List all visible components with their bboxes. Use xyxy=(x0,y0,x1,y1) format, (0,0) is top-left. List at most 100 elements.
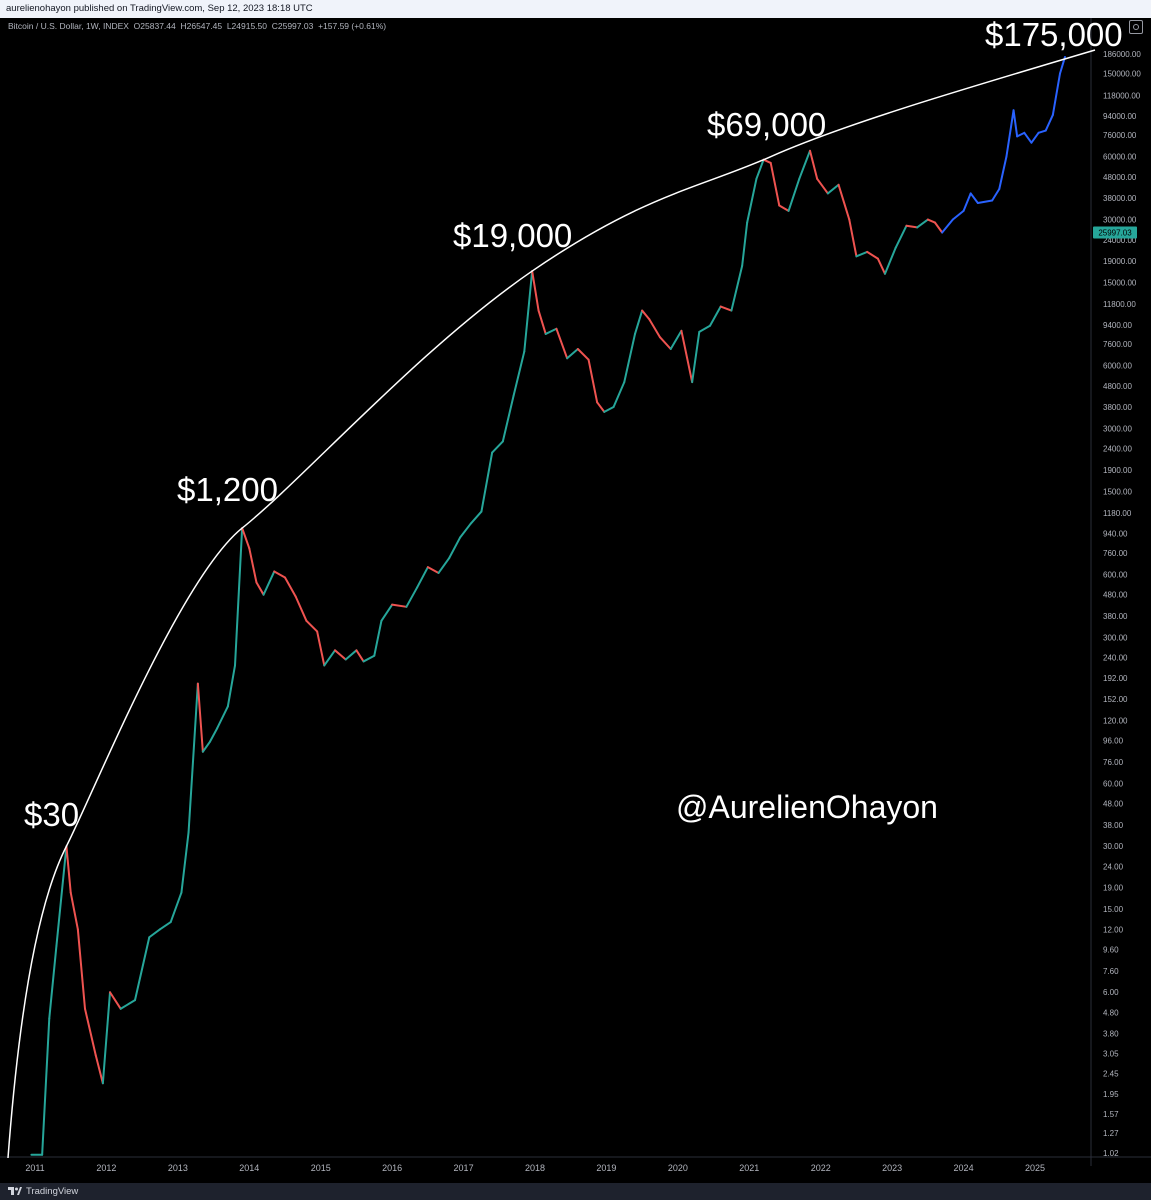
projection-segment xyxy=(969,192,979,204)
price-segment xyxy=(741,221,749,267)
price-segment xyxy=(523,270,534,353)
time-axis-tick-label: 2023 xyxy=(882,1163,902,1173)
price-axis-tick-label: 152.00 xyxy=(1103,695,1128,704)
time-axis-tick-label: 2022 xyxy=(811,1163,831,1173)
price-axis-tick-label: 48000.00 xyxy=(1103,173,1137,182)
price-segment xyxy=(603,405,615,413)
price-axis: 186000.00 150000.00 118000.00 94000.00 76000… xyxy=(1103,50,1141,1158)
price-axis-tick-label: 1180.00 xyxy=(1103,509,1132,518)
price-axis-tick-label: 2.45 xyxy=(1103,1070,1119,1079)
price-segment xyxy=(169,891,183,924)
price-segment xyxy=(234,527,244,667)
open-value: 25837.44 xyxy=(140,21,176,31)
time-axis-tick-label: 2018 xyxy=(525,1163,545,1173)
projection-segment xyxy=(941,218,954,234)
price-segment xyxy=(809,149,819,180)
price-segment xyxy=(109,991,122,1010)
price-segment xyxy=(762,158,772,164)
price-segment xyxy=(65,845,72,894)
price-segment xyxy=(926,218,936,224)
watermark-handle: @AurelienOhayon xyxy=(676,789,938,825)
chart-settings-button[interactable] xyxy=(1129,20,1143,34)
projection-segment xyxy=(998,155,1008,191)
price-segment xyxy=(884,246,897,275)
annotation-1200: $1,200 xyxy=(177,471,278,508)
price-axis-tick-label: 9.60 xyxy=(1103,946,1119,955)
price-segment xyxy=(698,324,711,333)
projection-segment xyxy=(951,209,965,221)
price-segment xyxy=(196,682,204,753)
price-axis-tick-label: 60000.00 xyxy=(1103,153,1137,162)
chart-area[interactable]: 186000.00 150000.00 118000.00 94000.00 76000… xyxy=(0,18,1151,1183)
price-segment xyxy=(148,928,161,939)
projection-segment xyxy=(1044,113,1054,132)
price-segment xyxy=(669,329,683,351)
annotation-30: $30 xyxy=(24,796,79,833)
price-segment xyxy=(826,183,840,195)
price-segment xyxy=(905,224,919,229)
price-segment xyxy=(448,536,461,559)
price-axis-tick-label: 76.00 xyxy=(1103,758,1124,767)
price-segment xyxy=(209,727,219,743)
price-axis-tick-label: 1.02 xyxy=(1103,1149,1119,1158)
price-segment xyxy=(134,936,151,1002)
projection-segment xyxy=(962,192,972,212)
price-axis-tick-label: 1.57 xyxy=(1103,1110,1119,1119)
price-axis-tick-label: 15.00 xyxy=(1103,905,1124,914)
price-segment xyxy=(934,221,944,234)
price-axis-tick-label: 3.80 xyxy=(1103,1030,1119,1039)
price-segment xyxy=(323,649,336,667)
price-segment xyxy=(634,309,644,335)
price-axis-tick-label: 3.05 xyxy=(1103,1050,1119,1059)
price-axis-tick-label: 11800.00 xyxy=(1103,300,1136,309)
price-segment xyxy=(76,928,86,1010)
price-axis-tick-label: 240.00 xyxy=(1103,654,1128,663)
price-segment xyxy=(555,327,569,360)
price-segment xyxy=(94,1054,104,1085)
price-axis-tick-label: 1.27 xyxy=(1103,1129,1119,1138)
price-segment xyxy=(576,348,590,361)
close-value: 25997.03 xyxy=(277,21,314,31)
price-segment xyxy=(537,309,547,335)
projection-segment xyxy=(1023,131,1033,144)
price-axis-tick-label: 1.95 xyxy=(1103,1090,1119,1099)
open-label: O xyxy=(133,21,141,31)
projection-price-line xyxy=(941,55,1066,234)
price-segment xyxy=(355,649,365,663)
price-segment xyxy=(778,204,790,212)
price-axis-tick-label: 2400.00 xyxy=(1103,445,1132,454)
high-value: 26547.45 xyxy=(186,21,223,31)
symbol-legend: Bitcoin / U.S. Dollar, 1W, INDEX O25837.… xyxy=(8,21,386,31)
last-price-tag-label: 25997.03 xyxy=(1098,229,1132,238)
footer-bar: TradingView xyxy=(0,1183,1151,1200)
price-segment xyxy=(566,348,579,360)
price-segment xyxy=(848,218,858,258)
price-segment xyxy=(362,654,376,663)
publish-line: aurelienohayon published on TradingView.… xyxy=(6,3,313,14)
price-segment xyxy=(623,332,636,384)
price-segment xyxy=(101,991,111,1085)
time-axis-tick-label: 2019 xyxy=(596,1163,616,1173)
high-label: H xyxy=(180,21,187,31)
price-segment xyxy=(41,1017,51,1156)
price-segment xyxy=(798,149,811,180)
price-axis-tick-label: 30.00 xyxy=(1103,842,1124,851)
price-segment xyxy=(719,305,733,312)
price-segment xyxy=(248,547,258,584)
price-segment xyxy=(480,451,494,513)
price-segment xyxy=(159,921,172,931)
price-chart[interactable]: 186000.00 150000.00 118000.00 94000.00 76000… xyxy=(0,18,1151,1183)
price-segment xyxy=(373,619,383,657)
price-axis-tick-label: 940.00 xyxy=(1103,530,1128,539)
growth-curve-arc xyxy=(7,49,1096,1159)
price-segment xyxy=(512,350,526,397)
projection-segment xyxy=(1016,131,1026,138)
price-axis-tick-label: 4800.00 xyxy=(1103,382,1132,391)
price-segment xyxy=(876,257,886,275)
price-segment xyxy=(391,603,408,608)
price-segment xyxy=(641,309,651,321)
price-segment xyxy=(659,336,672,351)
price-axis-tick-label: 12.00 xyxy=(1103,925,1124,934)
price-segment xyxy=(262,570,276,596)
price-axis-tick-label: 480.00 xyxy=(1103,591,1128,600)
